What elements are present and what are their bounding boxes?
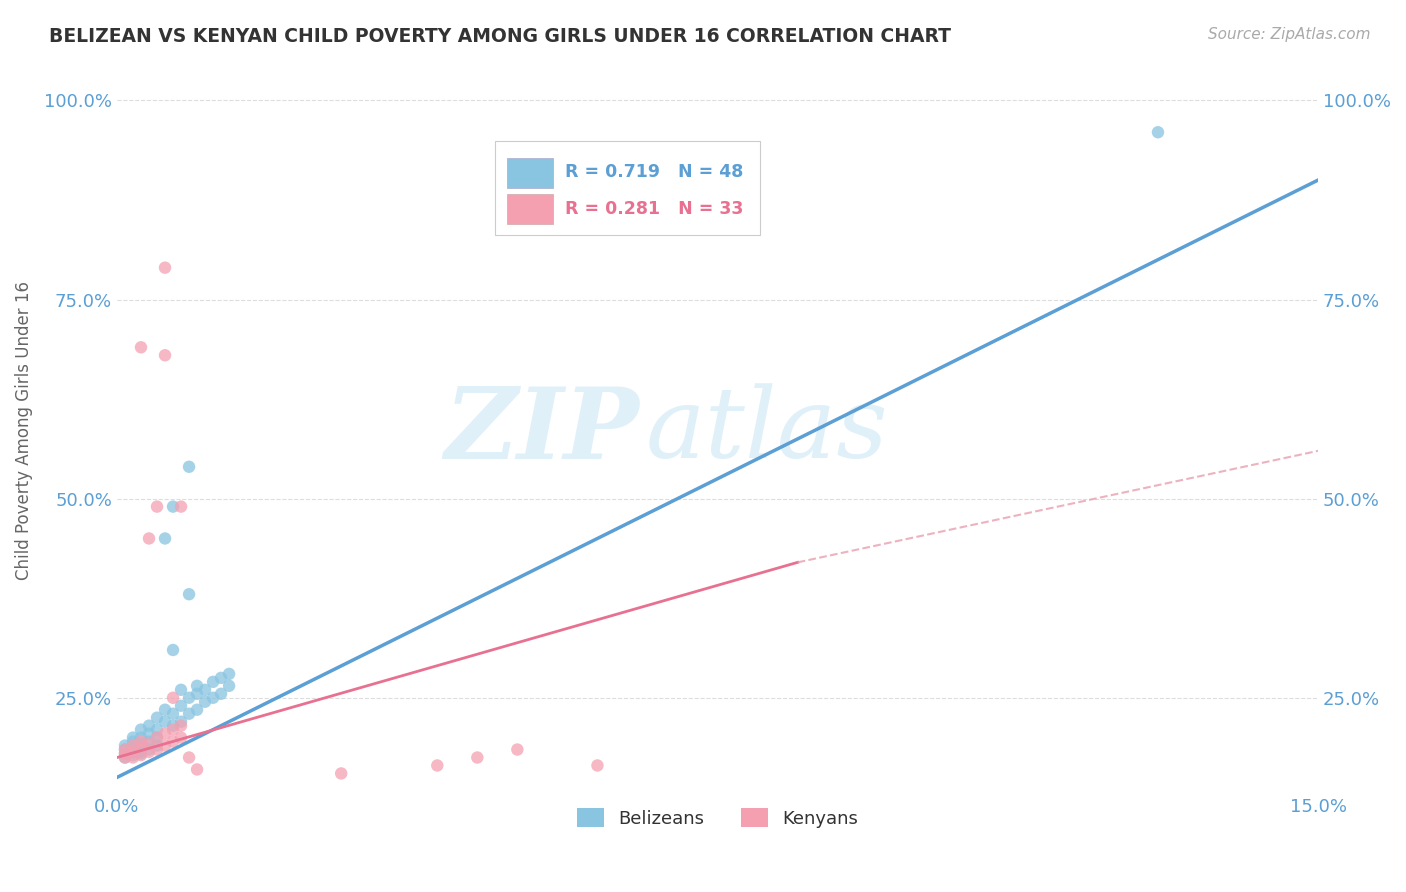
- Point: [122, 748, 145, 763]
- Point: [129, 731, 152, 745]
- Point: [170, 719, 193, 733]
- Point: [202, 690, 225, 705]
- Point: [186, 703, 208, 717]
- Y-axis label: Child Poverty Among Girls Under 16: Child Poverty Among Girls Under 16: [15, 282, 32, 581]
- Text: atlas: atlas: [645, 384, 889, 479]
- Point: [146, 500, 169, 514]
- Point: [153, 739, 176, 753]
- Point: [129, 737, 152, 751]
- Point: [506, 742, 529, 756]
- Point: [186, 687, 208, 701]
- Point: [194, 695, 217, 709]
- Point: [122, 744, 145, 758]
- Text: Source: ZipAtlas.com: Source: ZipAtlas.com: [1208, 27, 1371, 42]
- Point: [138, 532, 160, 546]
- FancyBboxPatch shape: [495, 141, 759, 235]
- Point: [114, 747, 136, 761]
- Point: [138, 742, 160, 756]
- Point: [170, 682, 193, 697]
- Point: [153, 726, 176, 740]
- Point: [162, 734, 184, 748]
- Point: [114, 742, 136, 756]
- Point: [122, 745, 145, 759]
- Point: [114, 742, 136, 756]
- Point: [177, 459, 200, 474]
- Point: [170, 714, 193, 729]
- Point: [218, 666, 240, 681]
- Point: [177, 706, 200, 721]
- Point: [146, 731, 169, 745]
- Point: [162, 643, 184, 657]
- Point: [177, 690, 200, 705]
- Text: R = 0.281   N = 33: R = 0.281 N = 33: [565, 200, 744, 219]
- Point: [426, 758, 449, 772]
- Point: [122, 731, 145, 745]
- Point: [122, 739, 145, 753]
- Point: [122, 734, 145, 748]
- Point: [146, 742, 169, 756]
- Point: [129, 734, 152, 748]
- FancyBboxPatch shape: [508, 158, 553, 188]
- Point: [162, 723, 184, 737]
- Point: [162, 690, 184, 705]
- Point: [586, 758, 609, 772]
- Point: [209, 687, 232, 701]
- Point: [162, 706, 184, 721]
- Point: [122, 740, 145, 755]
- Point: [138, 745, 160, 759]
- Point: [162, 500, 184, 514]
- Point: [170, 731, 193, 745]
- Point: [1147, 125, 1170, 139]
- Point: [129, 740, 152, 755]
- Point: [146, 711, 169, 725]
- Point: [122, 750, 145, 764]
- Text: ZIP: ZIP: [444, 383, 640, 479]
- FancyBboxPatch shape: [508, 194, 553, 225]
- Point: [153, 532, 176, 546]
- Point: [129, 747, 152, 761]
- Point: [170, 500, 193, 514]
- Point: [114, 750, 136, 764]
- Point: [170, 698, 193, 713]
- Point: [209, 671, 232, 685]
- Point: [146, 723, 169, 737]
- Point: [138, 719, 160, 733]
- Point: [177, 750, 200, 764]
- Point: [162, 719, 184, 733]
- Point: [218, 679, 240, 693]
- Point: [153, 703, 176, 717]
- Point: [129, 744, 152, 758]
- Text: BELIZEAN VS KENYAN CHILD POVERTY AMONG GIRLS UNDER 16 CORRELATION CHART: BELIZEAN VS KENYAN CHILD POVERTY AMONG G…: [49, 27, 952, 45]
- Point: [146, 739, 169, 753]
- Point: [153, 714, 176, 729]
- Point: [138, 734, 160, 748]
- Point: [202, 674, 225, 689]
- Point: [465, 750, 488, 764]
- Point: [153, 348, 176, 362]
- Point: [138, 726, 160, 740]
- Point: [114, 747, 136, 761]
- Text: R = 0.719   N = 48: R = 0.719 N = 48: [565, 163, 744, 181]
- Point: [114, 750, 136, 764]
- Point: [177, 587, 200, 601]
- Point: [186, 679, 208, 693]
- Point: [146, 731, 169, 745]
- Point: [114, 739, 136, 753]
- Point: [194, 682, 217, 697]
- Point: [186, 763, 208, 777]
- Point: [138, 737, 160, 751]
- Point: [330, 766, 353, 780]
- Point: [129, 723, 152, 737]
- Point: [129, 748, 152, 763]
- Legend: Belizeans, Kenyans: Belizeans, Kenyans: [569, 801, 865, 835]
- Point: [129, 340, 152, 354]
- Point: [153, 260, 176, 275]
